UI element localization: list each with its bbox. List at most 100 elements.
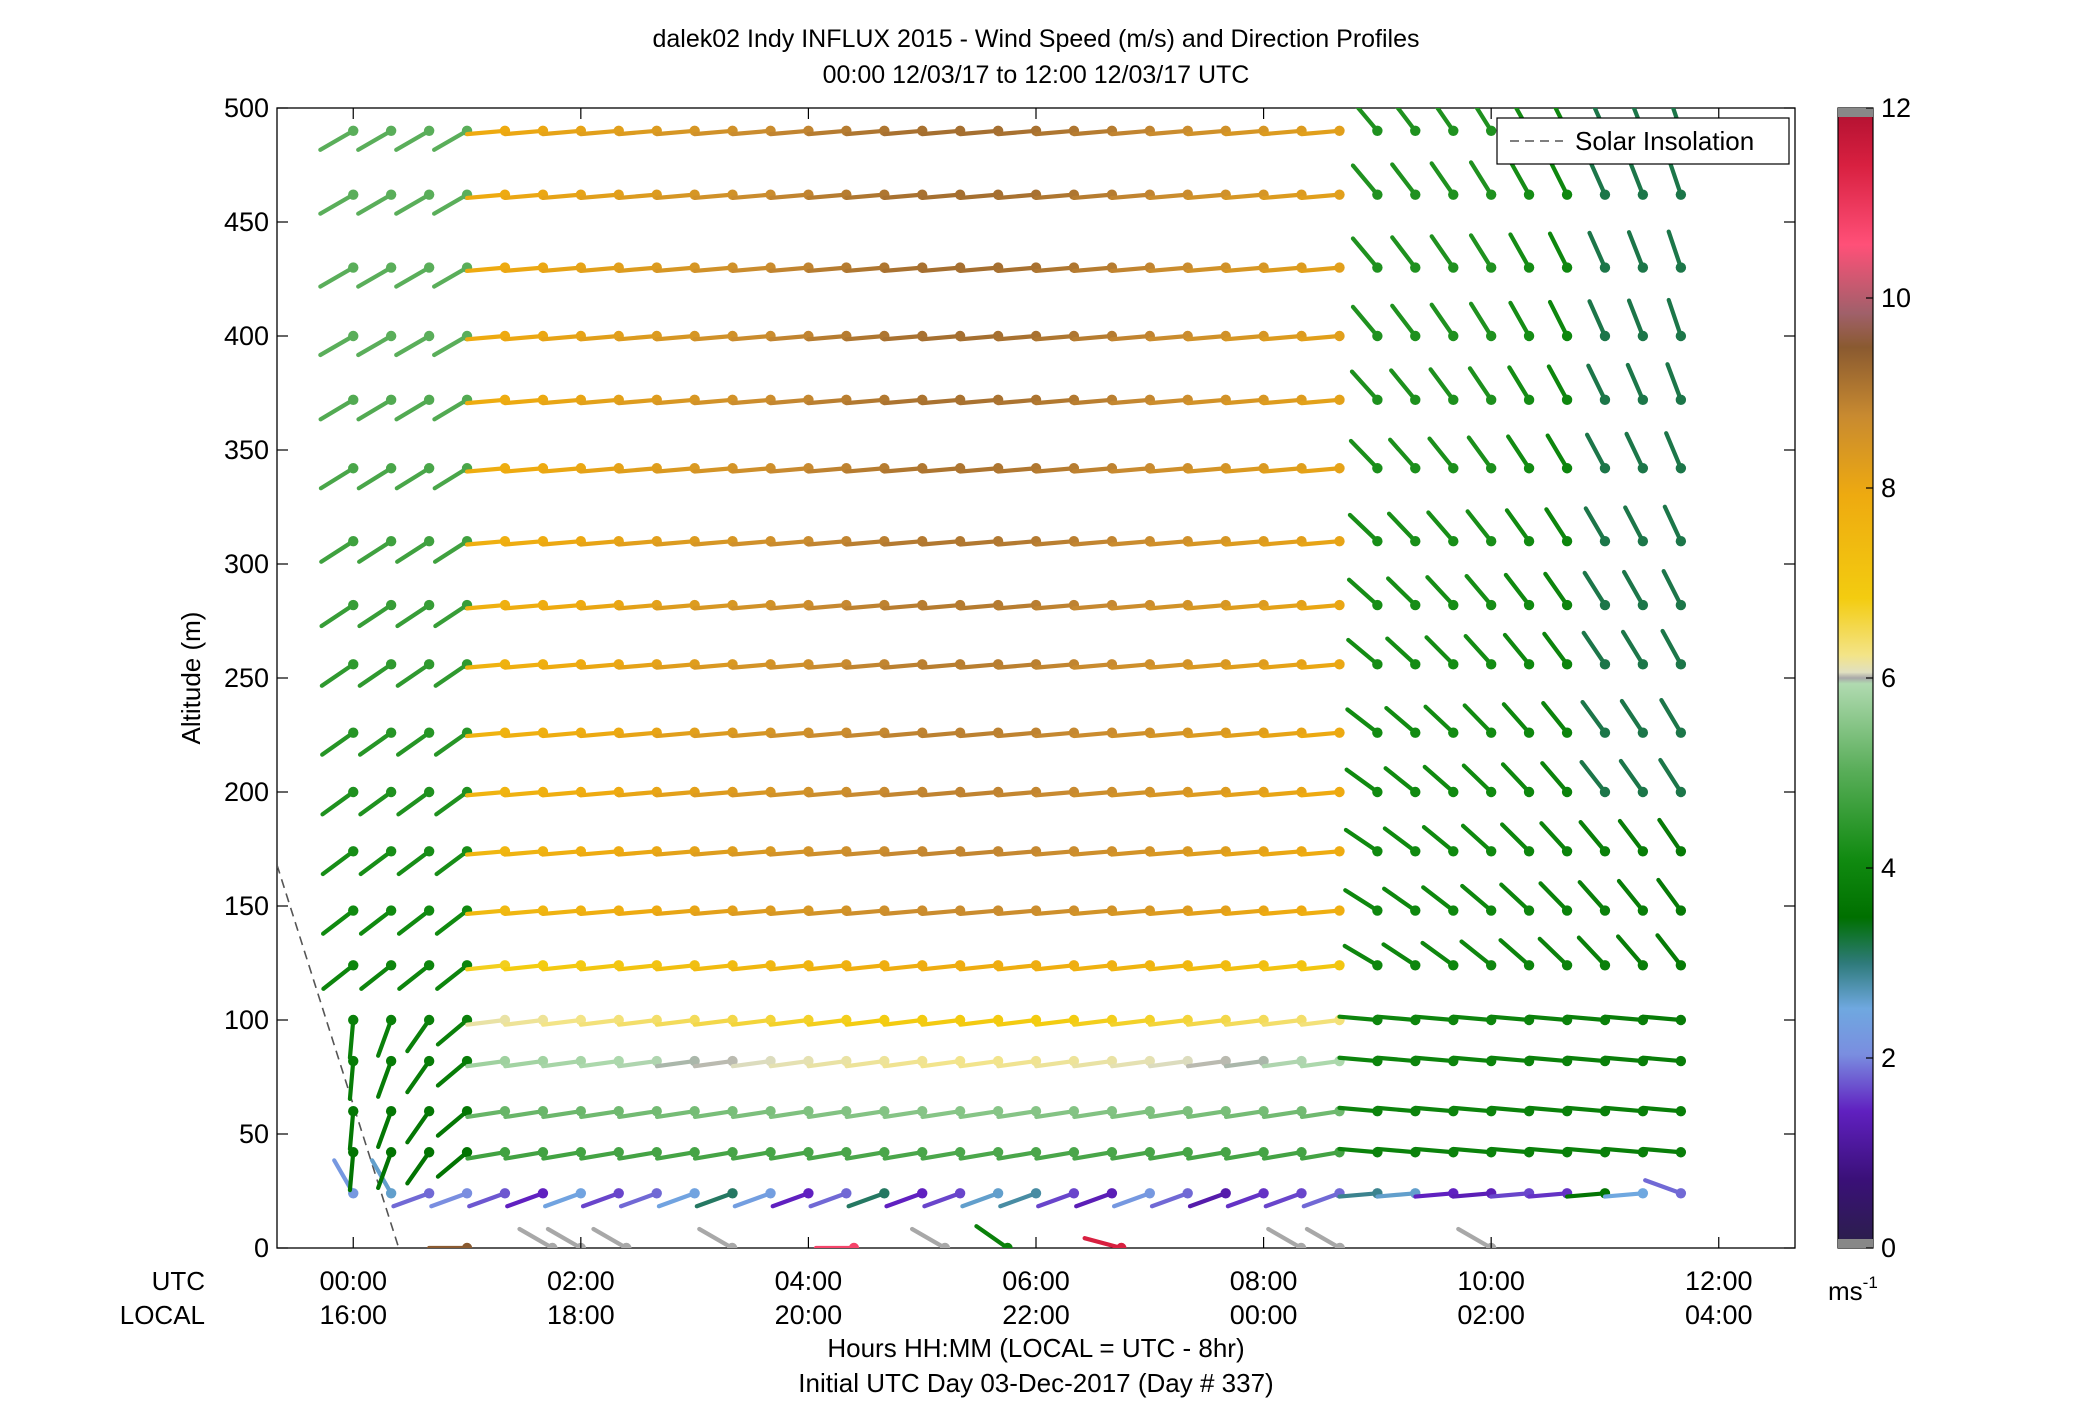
wind-barb bbox=[882, 1147, 928, 1161]
wind-barb bbox=[394, 262, 435, 289]
wind-barb bbox=[1223, 1106, 1269, 1120]
colorbar-tick-label: 2 bbox=[1881, 1043, 1896, 1073]
x-tick-label-local: 04:00 bbox=[1685, 1300, 1753, 1330]
wind-barb bbox=[1395, 108, 1421, 136]
y-tick-label: 450 bbox=[224, 207, 269, 237]
wind-barb bbox=[465, 1055, 511, 1069]
wind-barb bbox=[1345, 707, 1383, 738]
wind-barb bbox=[1263, 1188, 1307, 1209]
wind-barb bbox=[1461, 763, 1497, 798]
wind-barb bbox=[844, 1055, 890, 1069]
wind-barb bbox=[958, 1055, 1004, 1069]
wind-barb bbox=[1110, 1147, 1155, 1161]
wind-barb bbox=[1299, 189, 1345, 201]
y-tick-label: 50 bbox=[239, 1119, 269, 1149]
wind-barb bbox=[1581, 630, 1611, 670]
wind-barb bbox=[1602, 1188, 1649, 1199]
x-tick-label-utc: 02:00 bbox=[547, 1266, 615, 1296]
wind-barb bbox=[396, 905, 435, 936]
wind-barb bbox=[1299, 394, 1345, 406]
wind-barb bbox=[1299, 960, 1345, 972]
wind-barb bbox=[1507, 365, 1535, 406]
wind-barb bbox=[1584, 432, 1611, 474]
x-tick-label-local: 02:00 bbox=[1457, 1300, 1525, 1330]
wind-barb bbox=[1538, 881, 1573, 916]
wind-barb bbox=[1346, 637, 1383, 670]
wind-barb bbox=[1504, 508, 1535, 547]
wind-barb bbox=[405, 1055, 435, 1095]
wind-barb bbox=[318, 125, 359, 152]
wind-barb bbox=[1464, 573, 1497, 611]
wind-barb bbox=[1508, 300, 1535, 342]
wind-barb bbox=[844, 1147, 890, 1161]
wind-barb bbox=[505, 1188, 549, 1209]
wind-barb bbox=[1626, 298, 1649, 342]
colorbar-tick-label: 12 bbox=[1881, 93, 1911, 123]
wind-barb bbox=[358, 786, 397, 817]
wind-barb bbox=[694, 1188, 738, 1209]
wind-barb bbox=[1640, 1055, 1687, 1067]
wind-barb bbox=[1540, 761, 1573, 798]
wind-barb bbox=[318, 262, 359, 289]
utc-row-label: UTC bbox=[152, 1266, 205, 1296]
wind-barb bbox=[319, 659, 359, 688]
wind-barb bbox=[1299, 905, 1345, 917]
wind-barb bbox=[1576, 935, 1611, 971]
x-tick-label-utc: 08:00 bbox=[1230, 1266, 1298, 1296]
x-tick-label-local: 20:00 bbox=[775, 1300, 843, 1330]
wind-barb bbox=[503, 1147, 549, 1161]
chart-subtitle: 00:00 12/03/17 to 12:00 12/03/17 UTC bbox=[823, 61, 1250, 89]
wind-barb bbox=[1381, 942, 1421, 971]
x-tick-label-local: 22:00 bbox=[1002, 1300, 1070, 1330]
wind-barb bbox=[579, 1106, 624, 1120]
wind-barb bbox=[347, 1014, 359, 1060]
wind-barb bbox=[541, 1055, 587, 1069]
wind-barb bbox=[1578, 819, 1611, 857]
wind-barb bbox=[1468, 233, 1497, 273]
wind-barb bbox=[1625, 362, 1649, 406]
wind-barb bbox=[1463, 634, 1497, 670]
wind-barb bbox=[376, 1055, 397, 1099]
wind-barb bbox=[1541, 701, 1573, 738]
wind-barb bbox=[1537, 936, 1573, 971]
wind-barb bbox=[1261, 1147, 1307, 1161]
wind-barb bbox=[394, 330, 435, 358]
wind-barb bbox=[405, 1106, 435, 1145]
wind-barb bbox=[922, 1188, 966, 1209]
wind-barb bbox=[1421, 885, 1459, 916]
wind-barb bbox=[1666, 229, 1687, 273]
wind-barb bbox=[1350, 304, 1383, 342]
wind-barb bbox=[808, 1188, 852, 1209]
wind-barb bbox=[1034, 1055, 1080, 1069]
wind-barb bbox=[397, 960, 435, 991]
wind-barb bbox=[321, 905, 359, 936]
colorbar-unit: ms-1 bbox=[1828, 1273, 1878, 1306]
y-tick-label: 350 bbox=[224, 435, 269, 465]
wind-barb bbox=[1425, 575, 1459, 611]
wind-barb bbox=[396, 846, 435, 877]
wind-barb bbox=[319, 599, 359, 629]
wind-barb bbox=[1388, 437, 1421, 474]
wind-barb bbox=[356, 125, 397, 152]
wind-barb bbox=[1582, 570, 1611, 611]
wind-barb bbox=[1539, 821, 1573, 857]
wind-barb bbox=[391, 1188, 435, 1209]
wind-barb bbox=[321, 960, 359, 991]
wind-barb bbox=[543, 1188, 587, 1209]
wind-barb bbox=[1429, 161, 1459, 200]
wind-barb bbox=[1386, 576, 1421, 611]
wind-barb bbox=[1349, 369, 1383, 406]
wind-barb bbox=[1500, 762, 1535, 798]
x-tick-label-utc: 12:00 bbox=[1685, 1266, 1753, 1296]
wind-barb bbox=[958, 1147, 1004, 1161]
wind-barb bbox=[1616, 878, 1649, 916]
wind-barb bbox=[395, 727, 435, 757]
wind-barb bbox=[1619, 698, 1649, 738]
wind-barb bbox=[395, 659, 435, 688]
wind-barb bbox=[768, 1147, 814, 1161]
wind-barb bbox=[1468, 160, 1497, 200]
wind-barb bbox=[358, 905, 397, 936]
wind-barb bbox=[1350, 236, 1383, 273]
wind-barb bbox=[1072, 1147, 1118, 1161]
